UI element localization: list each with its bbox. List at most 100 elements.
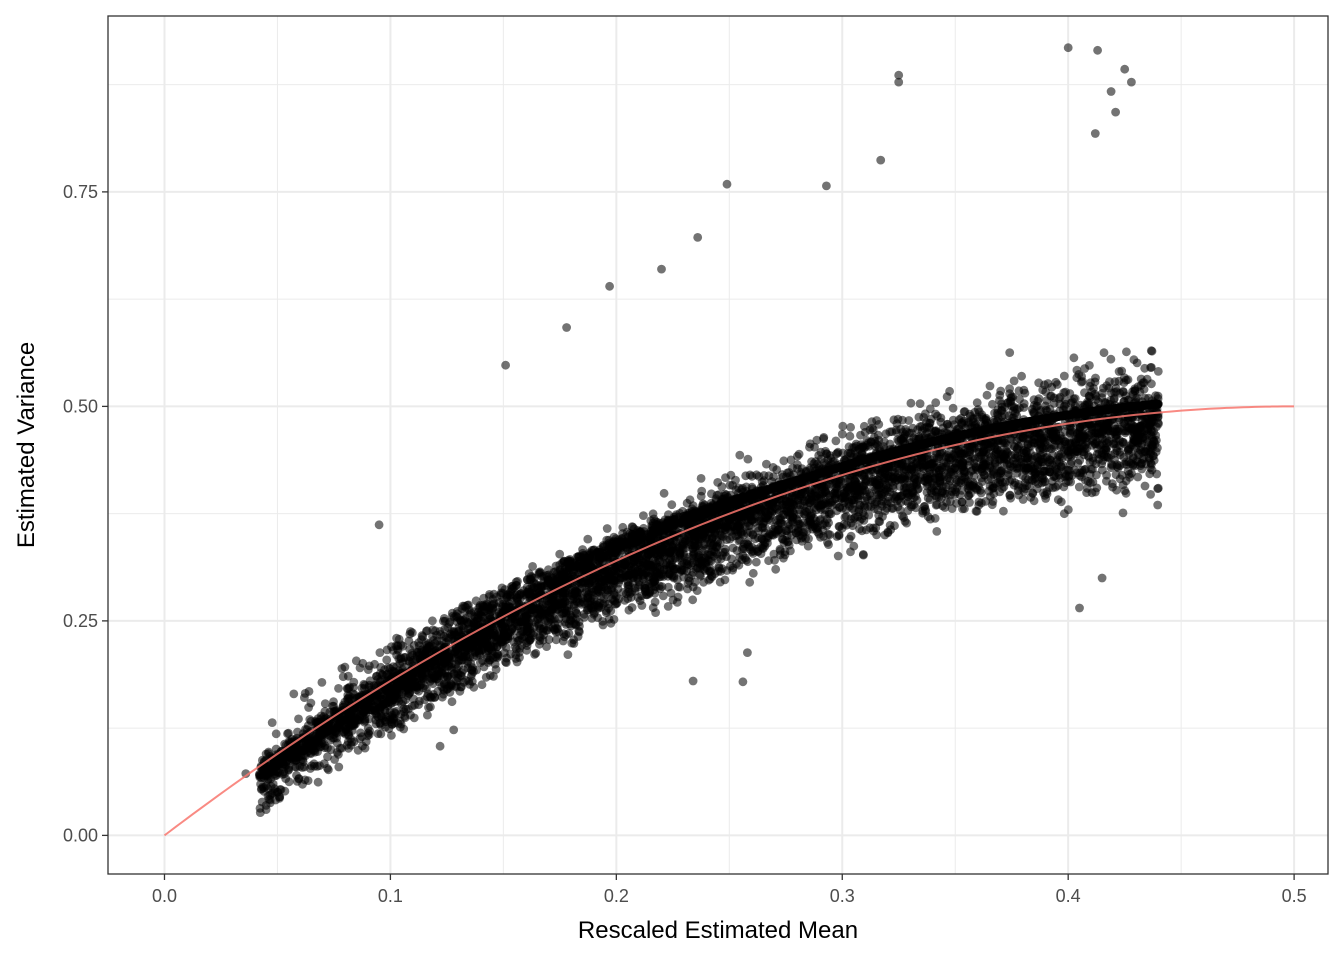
data-point	[1102, 476, 1111, 486]
data-point	[893, 414, 903, 424]
data-point	[1109, 438, 1118, 448]
data-point	[988, 399, 997, 409]
data-point	[950, 463, 960, 473]
data-point	[763, 510, 773, 520]
data-point	[1044, 435, 1053, 445]
data-point	[477, 645, 487, 655]
data-point	[838, 421, 848, 431]
data-point	[569, 601, 579, 611]
data-point	[915, 399, 925, 408]
data-point	[788, 463, 797, 473]
data-point	[1118, 437, 1128, 447]
data-point	[885, 427, 895, 437]
data-point	[1124, 412, 1134, 422]
data-point	[873, 430, 883, 440]
data-point	[1046, 391, 1056, 401]
data-point	[1009, 441, 1019, 451]
data-point	[1117, 366, 1127, 376]
data-point	[359, 707, 369, 717]
data-point	[1147, 427, 1156, 437]
data-point	[1001, 438, 1010, 448]
data-point	[1037, 443, 1047, 452]
data-point	[1059, 371, 1069, 381]
data-point	[1089, 384, 1098, 393]
data-point	[1074, 482, 1084, 492]
data-point	[1066, 439, 1076, 449]
data-point	[982, 390, 992, 400]
data-point	[874, 480, 884, 490]
data-point	[978, 463, 988, 472]
data-point	[320, 699, 330, 708]
data-point	[1056, 434, 1066, 443]
data-point	[528, 562, 537, 571]
data-point	[794, 449, 804, 459]
data-point	[697, 486, 707, 496]
data-point	[1092, 483, 1102, 493]
data-point	[745, 470, 755, 480]
data-point	[613, 562, 623, 572]
data-point	[846, 531, 856, 541]
data-point	[803, 541, 813, 551]
data-point	[315, 742, 324, 752]
data-point	[1065, 389, 1075, 398]
data-point	[1122, 347, 1131, 357]
data-point	[602, 524, 612, 533]
data-point	[904, 416, 914, 425]
data-point	[948, 415, 958, 425]
data-point	[1005, 476, 1015, 486]
data-point	[965, 498, 974, 507]
data-point	[1099, 348, 1109, 358]
data-point	[1139, 378, 1149, 387]
data-point	[1098, 465, 1107, 475]
data-point	[837, 429, 847, 439]
data-point	[667, 500, 677, 510]
data-point	[786, 455, 796, 465]
data-point	[661, 543, 671, 553]
data-point	[583, 534, 593, 544]
data-point	[999, 506, 1008, 516]
data-point	[1153, 484, 1163, 493]
data-point	[1085, 361, 1094, 370]
data-point	[1019, 385, 1029, 395]
data-point	[1109, 393, 1119, 403]
data-point	[972, 398, 982, 408]
data-point	[845, 431, 855, 441]
data-point	[812, 435, 822, 445]
data-point	[932, 527, 942, 536]
data-point	[965, 457, 975, 466]
data-point	[962, 448, 972, 457]
data-point	[1022, 447, 1031, 457]
data-point	[810, 442, 819, 452]
data-point	[560, 597, 570, 606]
data-point	[1123, 375, 1133, 385]
data-point	[1090, 439, 1100, 449]
data-point	[831, 436, 841, 446]
data-point	[1073, 434, 1083, 443]
data-point	[945, 386, 954, 396]
data-point	[1005, 348, 1015, 357]
data-point	[1051, 377, 1061, 387]
data-point	[1075, 422, 1085, 432]
data-point	[639, 511, 648, 520]
data-point	[721, 473, 730, 482]
data-point	[1033, 396, 1043, 406]
data-point	[1049, 442, 1059, 452]
data-point	[814, 451, 824, 460]
data-point	[1104, 426, 1114, 436]
data-point	[738, 527, 748, 536]
data-point	[768, 500, 777, 510]
points-layer	[241, 43, 1163, 817]
data-point	[771, 564, 781, 574]
data-point	[833, 551, 843, 561]
data-point	[867, 417, 877, 427]
data-point	[931, 398, 941, 408]
data-point	[978, 446, 988, 456]
data-point	[1147, 346, 1157, 356]
data-point	[621, 558, 630, 568]
data-point	[1006, 393, 1016, 403]
data-point	[1084, 398, 1093, 408]
data-point	[874, 420, 884, 429]
data-point	[906, 398, 916, 408]
data-point	[1069, 353, 1079, 363]
